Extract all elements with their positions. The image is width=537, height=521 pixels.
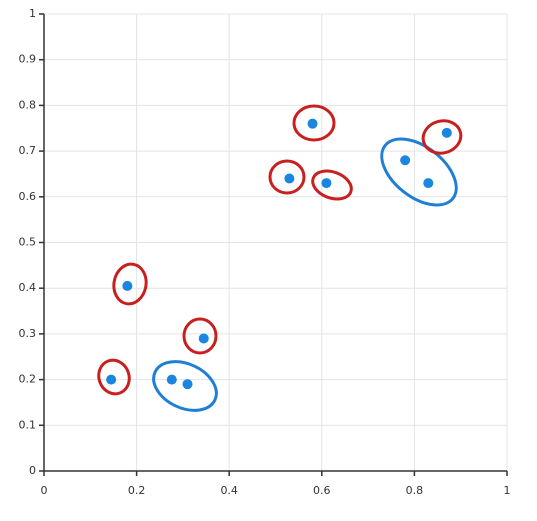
y-tick-label: 1 [29,7,36,20]
y-tick-label: 0.1 [19,418,37,431]
point [307,118,318,129]
cluster-outline [292,104,336,142]
x-tick-label: 0.8 [406,484,424,497]
x-tick-label: 0.4 [220,484,238,497]
cluster-outline [152,360,218,412]
point [106,374,117,385]
y-tick-label: 0.2 [19,373,37,386]
point [166,374,177,385]
y-tick-label: 0.3 [19,327,37,340]
cluster-outline [112,262,148,306]
y-tick-label: 0.9 [19,53,37,66]
cluster-outline [380,137,458,207]
y-tick-label: 0 [29,464,36,477]
point [321,178,332,189]
grid [43,13,508,472]
x-tick-label: 0.2 [128,484,146,497]
cluster-outline [182,317,218,355]
cluster-outline [97,358,131,396]
point [182,379,193,390]
y-tick-label: 0.5 [19,236,37,249]
y-tick-label: 0.6 [19,190,37,203]
point [400,155,411,166]
cluster-outlines [97,104,463,412]
cluster-outline [311,169,353,201]
point [284,173,295,184]
point [198,333,209,344]
point [441,127,452,138]
point [122,280,133,291]
cluster-outline [268,159,306,195]
y-tick-label: 0.4 [19,281,37,294]
x-tick-label: 1 [504,484,511,497]
x-tick-label: 0 [41,484,48,497]
y-tick-label: 0.7 [19,144,37,157]
cluster-outline [421,119,463,155]
y-tick-label: 0.8 [19,98,37,111]
x-tick-label: 0.6 [313,484,331,497]
point [423,178,434,189]
